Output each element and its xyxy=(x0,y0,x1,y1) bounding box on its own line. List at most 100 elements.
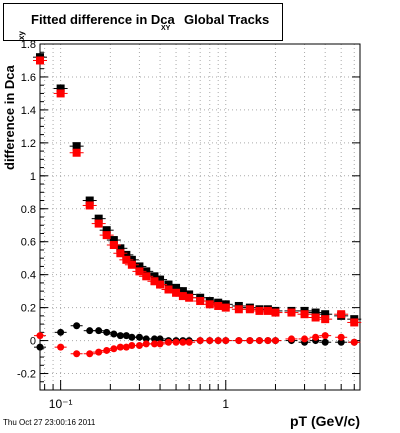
data-point-square xyxy=(234,305,243,314)
data-point-square xyxy=(85,201,94,210)
chart-title: Fitted difference in Dca xyxy=(31,12,175,27)
data-point-square xyxy=(172,288,181,297)
data-point-square xyxy=(164,285,173,294)
data-point-square xyxy=(142,272,151,281)
y-tick-label: 1.4 xyxy=(21,105,36,117)
data-point-square xyxy=(85,196,94,205)
data-point-circle xyxy=(142,340,150,348)
data-point-circle xyxy=(264,337,272,345)
data-point-circle xyxy=(301,335,309,343)
data-point-circle xyxy=(36,343,44,351)
data-point-circle xyxy=(110,330,118,338)
data-point-circle xyxy=(36,332,44,340)
data-point-square xyxy=(321,315,330,324)
data-point-circle xyxy=(235,337,243,345)
data-point-square xyxy=(116,249,125,258)
y-tick-label: 0.2 xyxy=(21,303,36,315)
data-point-square xyxy=(311,313,320,322)
data-point-circle xyxy=(196,337,204,345)
data-point-square xyxy=(172,283,181,292)
data-point-circle xyxy=(95,348,103,356)
data-point-square xyxy=(150,277,159,286)
data-point-circle xyxy=(246,337,254,345)
data-point-circle xyxy=(179,338,187,346)
data-point-square xyxy=(178,287,187,296)
data-point-square xyxy=(102,231,111,240)
data-point-circle xyxy=(312,333,320,341)
data-point-square xyxy=(56,89,65,98)
data-point-square xyxy=(255,306,264,315)
data-point-square xyxy=(245,305,254,314)
x-tick-label: 1 xyxy=(222,397,229,411)
data-point-square xyxy=(178,292,187,301)
y-tick-label: 0.4 xyxy=(21,270,36,282)
x-tick-labels: 10⁻¹ 1 xyxy=(49,397,230,411)
data-point-square xyxy=(214,301,223,310)
data-point-circle xyxy=(164,338,172,346)
data-point-square xyxy=(109,241,118,250)
data-point-square xyxy=(94,214,103,223)
data-point-square xyxy=(127,260,136,269)
y-tick-label: 0 xyxy=(30,336,36,348)
data-point-circle xyxy=(255,337,263,345)
data-point-circle xyxy=(110,345,118,353)
data-point-square xyxy=(56,84,65,93)
data-point-square xyxy=(102,226,111,235)
data-point-circle xyxy=(156,340,164,348)
data-point-square xyxy=(72,142,81,151)
x-axis-label: pT (GeV/c) xyxy=(290,413,361,429)
data-point-circle xyxy=(57,343,65,351)
data-point-square xyxy=(156,275,165,284)
data-point-circle xyxy=(73,350,81,358)
data-point-circle xyxy=(206,337,214,345)
axis-ticks xyxy=(40,43,360,391)
data-point-circle xyxy=(135,333,143,341)
data-point-circle xyxy=(103,328,111,336)
x-tick-label: 10⁻¹ xyxy=(49,397,73,411)
data-point-circle xyxy=(287,335,295,343)
data-point-circle xyxy=(95,327,103,335)
data-point-circle xyxy=(86,327,94,335)
data-point-circle xyxy=(142,335,150,343)
data-point-circle xyxy=(321,338,329,346)
data-point-square xyxy=(94,219,103,228)
y-axis-label: difference in Dca xyxy=(2,65,17,170)
data-point-square xyxy=(116,244,125,253)
data-point-square xyxy=(271,308,280,317)
data-point-square xyxy=(205,300,214,309)
data-point-square xyxy=(135,267,144,276)
data-point-square xyxy=(109,236,118,245)
data-point-square xyxy=(150,272,159,281)
data-point-circle xyxy=(73,322,81,330)
data-point-circle xyxy=(222,337,230,345)
data-point-square xyxy=(72,148,81,157)
chart-title-subscript: XY xyxy=(161,25,171,32)
data-point-circle xyxy=(350,338,358,346)
data-point-square xyxy=(156,280,165,289)
data-point-circle xyxy=(57,328,65,336)
data-point-square xyxy=(350,318,359,327)
data-point-circle xyxy=(337,333,345,341)
data-point-square xyxy=(300,310,309,319)
data-point-circle xyxy=(86,350,94,358)
data-point-circle xyxy=(103,346,111,354)
data-point-square xyxy=(311,308,320,317)
data-point-square xyxy=(122,250,131,259)
data-point-square xyxy=(135,262,144,271)
data-point-circle xyxy=(156,335,164,343)
y-tick-label: 0.6 xyxy=(21,237,36,249)
data-point-circle xyxy=(214,337,222,345)
y-tick-labels: 1.8 1.6 1.4 1.2 1 0.8 0.6 0.4 0.2 0 -0.2 xyxy=(17,39,36,381)
timestamp: Thu Oct 27 23:00:16 2011 xyxy=(3,418,96,427)
y-tick-label: -0.2 xyxy=(17,369,36,381)
data-point-square xyxy=(185,293,194,302)
data-point-circle xyxy=(271,337,279,345)
y-axis-label-subscript: xy xyxy=(17,31,26,40)
data-point-square xyxy=(221,303,230,312)
data-point-circle xyxy=(135,342,143,350)
y-tick-label: 0.8 xyxy=(21,204,36,216)
chart-title-tail: Global Tracks xyxy=(184,12,270,27)
data-point-square xyxy=(122,255,131,264)
y-tick-label: 1.2 xyxy=(21,138,36,150)
